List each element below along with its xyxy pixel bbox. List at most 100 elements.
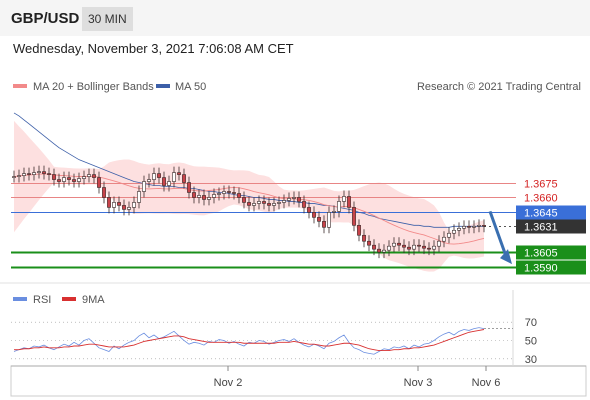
candle: [237, 187, 241, 204]
level-label-box-1.3645: [516, 205, 586, 220]
candle: [167, 175, 171, 192]
candle-body: [52, 174, 56, 180]
candle-body: [277, 202, 281, 204]
candle-body: [307, 207, 311, 213]
level-label-1.3645: 1.3645: [524, 208, 558, 220]
candle: [222, 185, 226, 200]
candle-body: [292, 197, 296, 199]
candle-body: [347, 196, 351, 208]
candle-body: [467, 226, 471, 228]
candle-body: [342, 196, 346, 202]
candle: [47, 167, 51, 181]
candles: [12, 165, 486, 259]
candle-body: [87, 174, 91, 177]
candle: [52, 168, 56, 186]
candle-body: [127, 207, 131, 210]
level-label-1.3631: 1.3631: [524, 222, 558, 234]
level-label-box-1.3605: [516, 245, 586, 260]
candle: [472, 220, 476, 234]
ma50-legend-label: MA 50: [175, 81, 206, 93]
candle: [422, 240, 426, 255]
ma50-legend-swatch: [156, 84, 170, 88]
candle: [447, 227, 451, 244]
candle: [377, 243, 381, 259]
candle-body: [392, 242, 396, 247]
candle: [12, 170, 16, 183]
candle: [82, 170, 86, 185]
candle-body: [382, 249, 386, 253]
candle: [27, 167, 31, 181]
candle: [367, 235, 371, 252]
candle-body: [262, 201, 266, 204]
candle: [67, 171, 71, 186]
candle: [467, 220, 471, 234]
candle: [252, 197, 256, 212]
candle: [212, 188, 216, 204]
candle: [72, 173, 76, 188]
candle-body: [362, 234, 366, 242]
candle-body: [427, 247, 431, 250]
currency-pair-title: GBP/USD: [11, 10, 80, 27]
candle: [157, 167, 161, 184]
x-axis: Nov 2 Nov 3 Nov 6: [214, 366, 500, 389]
candle: [257, 195, 261, 210]
candle-body: [282, 200, 286, 203]
candle: [62, 171, 66, 188]
candle-body: [157, 173, 161, 178]
candle-body: [182, 174, 186, 183]
credit-text: Research © 2021 Trading Central: [417, 81, 581, 93]
ma20-legend-swatch: [13, 84, 27, 88]
candle-body: [62, 177, 66, 182]
candle: [22, 167, 26, 182]
candle: [342, 190, 346, 208]
candle: [207, 191, 211, 206]
rsi-legend: RSI 9MA: [13, 294, 105, 306]
candle-body: [217, 193, 221, 195]
candle-body: [42, 171, 46, 174]
candle-body: [107, 197, 111, 208]
candle: [77, 172, 81, 188]
rsi-panel: 70 50 30: [11, 317, 537, 366]
candle-body: [77, 178, 81, 182]
candle-body: [402, 244, 406, 248]
candle: [122, 199, 126, 216]
candle: [202, 189, 206, 206]
candle: [87, 168, 91, 183]
candle: [262, 195, 266, 210]
timeframe-button[interactable]: 30 MIN: [82, 7, 133, 31]
candle: [162, 171, 166, 192]
candle: [17, 169, 21, 183]
candle: [282, 194, 286, 209]
candle-body: [177, 172, 181, 175]
candle-body: [442, 236, 446, 242]
candle: [462, 220, 466, 235]
candle-body: [297, 197, 301, 202]
candle-body: [152, 173, 156, 180]
candle: [432, 240, 436, 256]
candle-body: [257, 201, 261, 204]
rsi-tick-30: 30: [525, 354, 537, 366]
level-label-1.3675: 1.3675: [524, 179, 558, 191]
candle-body: [452, 229, 456, 234]
candle: [452, 224, 456, 240]
header-bar: GBP/USD 30 MIN: [0, 0, 590, 36]
candle-body: [267, 203, 271, 206]
x-tick-label: Nov 2: [214, 377, 243, 389]
level-label-1.3590: 1.3590: [524, 263, 558, 275]
candle: [332, 205, 336, 219]
candle-body: [37, 171, 41, 173]
candle-body: [407, 246, 411, 250]
rsi-ma-line: [14, 329, 485, 352]
candle-body: [197, 195, 201, 198]
candle-body: [482, 225, 486, 227]
candle: [267, 197, 271, 212]
level-label-box-1.3631: [516, 219, 586, 234]
candle-body: [372, 244, 376, 250]
candle-body: [287, 198, 291, 201]
candle: [102, 181, 106, 204]
candle: [327, 206, 331, 234]
candle: [177, 166, 181, 181]
candle-body: [237, 193, 241, 198]
candle-body: [142, 181, 146, 192]
forecast-arrow-shaft: [488, 210, 508, 257]
